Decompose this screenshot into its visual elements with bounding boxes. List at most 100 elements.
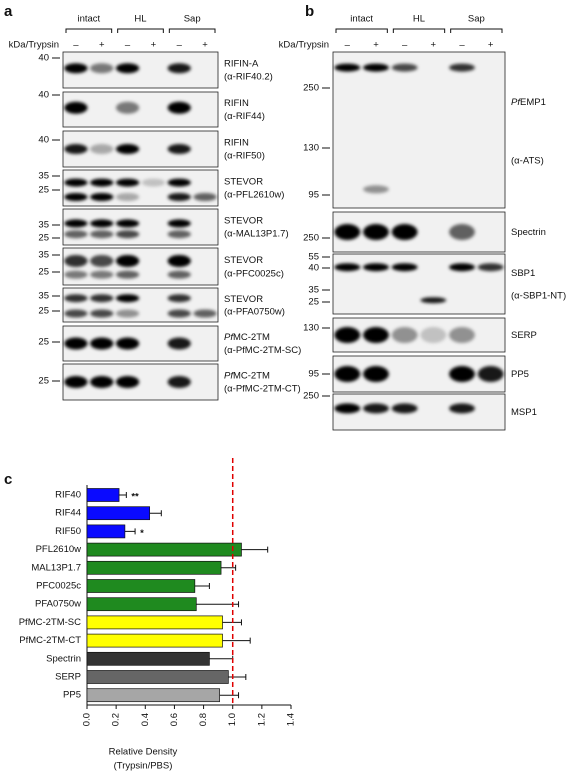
- band: [334, 327, 361, 343]
- x-tick-label: 1.0: [227, 713, 238, 726]
- name: MC-2TM: [233, 332, 270, 343]
- group-bracket: [392, 28, 446, 33]
- band: [391, 327, 418, 343]
- blot-name: PfMC-2TM: [224, 332, 270, 343]
- band: [449, 63, 475, 72]
- name: SBP1: [511, 268, 535, 279]
- marker-label: 55: [308, 252, 319, 263]
- category-label: PFA0750w: [35, 599, 81, 610]
- category-label: RIF40: [55, 490, 81, 501]
- band: [90, 178, 114, 187]
- category-label: PP5: [63, 690, 81, 701]
- blot-name: STEVOR: [224, 254, 263, 265]
- band: [167, 144, 191, 154]
- band: [363, 263, 389, 272]
- band: [477, 263, 504, 272]
- name: PP5: [511, 369, 529, 380]
- band: [391, 263, 418, 272]
- band: [334, 63, 361, 72]
- band: [391, 403, 418, 414]
- category-label: MAL13P1.7: [31, 562, 81, 573]
- antibody: (α-PFL2610w): [224, 190, 284, 201]
- group-label: Sap: [184, 14, 201, 25]
- bar: [86, 506, 151, 521]
- band: [477, 366, 504, 382]
- panel-letter: a: [4, 3, 13, 20]
- antibody: (α-PfMC-2TM-SC): [224, 345, 301, 356]
- blot: [62, 363, 219, 401]
- band: [64, 337, 88, 350]
- name: Spectrin: [511, 227, 546, 238]
- error-bar: [124, 528, 136, 535]
- panel-letter: b: [305, 3, 314, 20]
- marker-label: 25: [38, 233, 49, 244]
- name: SERP: [511, 330, 537, 341]
- category-label: Spectrin: [46, 653, 81, 664]
- name: STEVOR: [224, 293, 263, 304]
- lane-label: +: [151, 40, 157, 51]
- category-label: PfMC-2TM-SC: [19, 617, 81, 628]
- band: [334, 403, 361, 414]
- bands: [64, 101, 191, 114]
- error-bar: [219, 692, 240, 699]
- bands: [334, 327, 475, 343]
- lane-label: +: [202, 40, 208, 51]
- bar: [86, 597, 197, 612]
- blot-name: PfMC-2TM: [224, 370, 270, 381]
- band: [420, 327, 447, 343]
- band: [115, 254, 140, 267]
- band: [449, 327, 475, 343]
- marker-label: 35: [38, 291, 49, 302]
- band: [449, 224, 475, 240]
- blot-name: STEVOR: [224, 215, 263, 226]
- band: [64, 178, 88, 187]
- band: [90, 230, 114, 239]
- band: [115, 101, 140, 114]
- band: [363, 224, 389, 240]
- name-prefix: Pf: [511, 96, 521, 107]
- band: [90, 294, 114, 303]
- name: MSP1: [511, 407, 537, 418]
- lane-label: +: [373, 40, 379, 51]
- name-prefix: Pf: [224, 332, 234, 343]
- marker-label: 25: [38, 267, 49, 278]
- lane-label: +: [431, 40, 437, 51]
- group-bracket: [168, 28, 216, 33]
- category-label: SERP: [55, 672, 81, 683]
- bar: [86, 615, 223, 630]
- unit-label: kDa/Trypsin: [279, 40, 329, 51]
- band: [115, 193, 140, 201]
- band: [64, 219, 88, 228]
- name: RIFIN: [224, 137, 249, 148]
- name: STEVOR: [224, 254, 263, 265]
- group-bracket: [65, 28, 113, 33]
- band: [141, 178, 166, 187]
- bands: [334, 63, 475, 194]
- band: [363, 63, 389, 72]
- marker-label: 25: [38, 376, 49, 387]
- band: [64, 193, 88, 201]
- band: [64, 144, 88, 154]
- error-bar: [194, 583, 210, 589]
- antibody: (α-PfMC-2TM-CT): [224, 384, 301, 395]
- blot: [62, 51, 219, 89]
- bands: [64, 376, 191, 388]
- band: [420, 297, 447, 304]
- marker-label: 40: [38, 135, 49, 146]
- marker-label: 40: [38, 90, 49, 101]
- band: [449, 403, 475, 414]
- lane-label: –: [345, 40, 351, 51]
- band: [167, 178, 191, 187]
- band: [115, 337, 140, 350]
- category-label: PfMC-2TM-CT: [19, 635, 81, 646]
- band: [90, 144, 114, 154]
- band: [115, 270, 140, 279]
- band: [167, 270, 191, 279]
- band: [167, 219, 191, 228]
- group-bracket: [335, 28, 388, 33]
- blot-name: Spectrin: [511, 227, 546, 238]
- blot-name: STEVOR: [224, 176, 263, 187]
- band: [334, 366, 361, 382]
- antibody: (α-RIF50): [224, 151, 265, 162]
- bands: [334, 224, 475, 240]
